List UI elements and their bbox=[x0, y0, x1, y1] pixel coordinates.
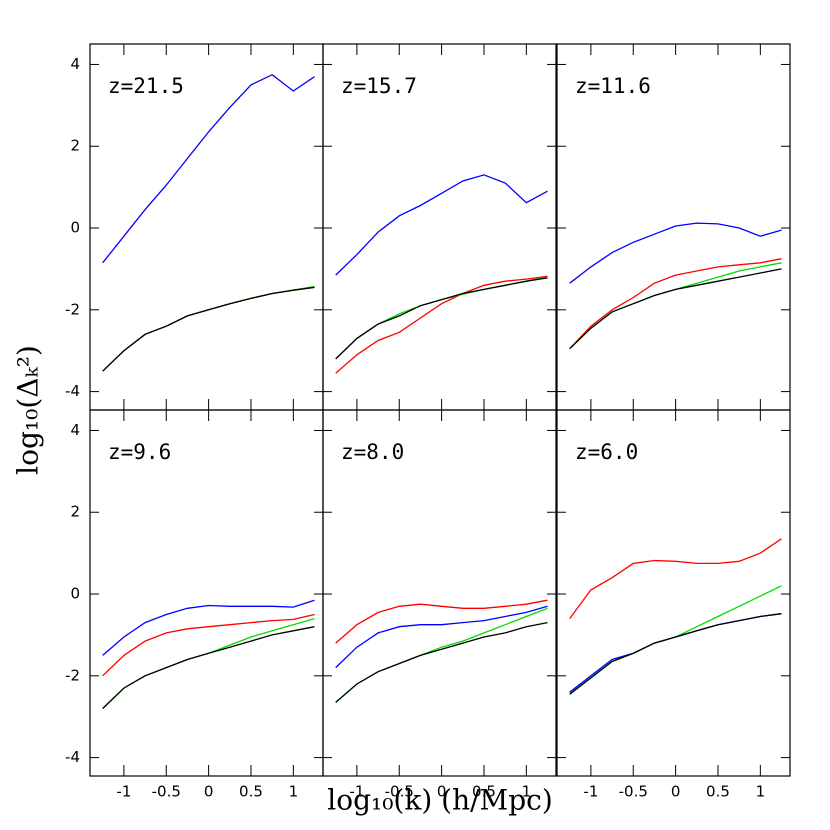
data-line bbox=[335, 277, 548, 360]
data-line bbox=[569, 613, 782, 693]
x-tick-label: -1 bbox=[349, 783, 364, 801]
x-tick-label: -1 bbox=[583, 783, 598, 801]
x-axis-label: log₁₀(k) (h/Mpc) bbox=[327, 784, 553, 817]
data-line bbox=[569, 258, 782, 350]
data-line bbox=[335, 275, 548, 374]
panel: z=15.7 bbox=[322, 43, 557, 411]
data-line bbox=[102, 285, 315, 372]
x-tick-label: -0.5 bbox=[619, 783, 648, 801]
panel-frame bbox=[89, 409, 324, 777]
x-tick-label: 0 bbox=[204, 783, 214, 801]
x-tick-label: 0.5 bbox=[472, 783, 496, 801]
y-tick-label: -4 bbox=[65, 382, 80, 400]
data-line bbox=[569, 222, 782, 284]
y-tick-label: -2 bbox=[65, 300, 80, 318]
data-line bbox=[102, 626, 315, 709]
panel: -1 -0.5 0 0.5 1 z=6.0 bbox=[556, 409, 791, 801]
data-line bbox=[335, 605, 548, 669]
x-tick-label: -1 bbox=[116, 783, 131, 801]
x-tick-label: 0.5 bbox=[706, 783, 730, 801]
y-tick-label: 2 bbox=[70, 137, 80, 155]
panel-annotation: z=15.7 bbox=[341, 74, 417, 98]
panel: -4 -2 0 2 4 -1 -0.5 0 0.5 1 z=9.6 bbox=[65, 409, 324, 801]
data-line bbox=[102, 73, 315, 264]
data-line bbox=[102, 599, 315, 656]
data-line bbox=[102, 613, 315, 677]
data-line bbox=[569, 268, 782, 350]
y-tick-label: 4 bbox=[70, 55, 80, 73]
x-tick-label: 1 bbox=[289, 783, 299, 801]
data-line bbox=[569, 585, 782, 695]
panel-annotation: z=8.0 bbox=[341, 440, 404, 464]
panel-frame bbox=[322, 409, 557, 777]
panel-frame bbox=[322, 43, 557, 411]
data-line bbox=[335, 276, 548, 360]
x-tick-label: 1 bbox=[756, 783, 766, 801]
x-tick-label: -0.5 bbox=[385, 783, 414, 801]
x-tick-label: -0.5 bbox=[152, 783, 181, 801]
y-tick-label: -4 bbox=[65, 748, 80, 766]
data-line bbox=[102, 617, 315, 709]
data-line bbox=[102, 286, 315, 372]
panel: -1 -0.5 0 0.5 1 z=8.0 bbox=[322, 409, 557, 801]
panel-annotation: z=9.6 bbox=[108, 440, 171, 464]
panel-annotation: z=21.5 bbox=[108, 74, 184, 98]
y-tick-label: 0 bbox=[70, 585, 80, 603]
panel: z=11.6 bbox=[556, 43, 791, 411]
panel-frame bbox=[556, 409, 791, 777]
y-axis-label: log₁₀(Δₖ²) bbox=[12, 345, 45, 475]
data-line bbox=[335, 174, 548, 276]
x-tick-label: 0 bbox=[671, 783, 681, 801]
panel: -4 -2 0 2 4 z=21.5 bbox=[65, 43, 324, 411]
data-line bbox=[335, 621, 548, 703]
y-tick-label: 0 bbox=[70, 219, 80, 237]
x-tick-label: 1 bbox=[522, 783, 532, 801]
data-line bbox=[335, 599, 548, 644]
data-line bbox=[569, 613, 782, 695]
y-tick-label: 4 bbox=[70, 421, 80, 439]
data-line bbox=[569, 538, 782, 619]
x-tick-label: 0.5 bbox=[239, 783, 263, 801]
x-tick-label: 0 bbox=[437, 783, 447, 801]
y-tick-label: 2 bbox=[70, 503, 80, 521]
data-line bbox=[335, 607, 548, 703]
y-tick-label: -2 bbox=[65, 666, 80, 684]
panel-frame bbox=[89, 43, 324, 411]
data-line bbox=[102, 286, 315, 372]
panel-annotation: z=6.0 bbox=[575, 440, 638, 464]
panel-annotation: z=11.6 bbox=[575, 74, 651, 98]
